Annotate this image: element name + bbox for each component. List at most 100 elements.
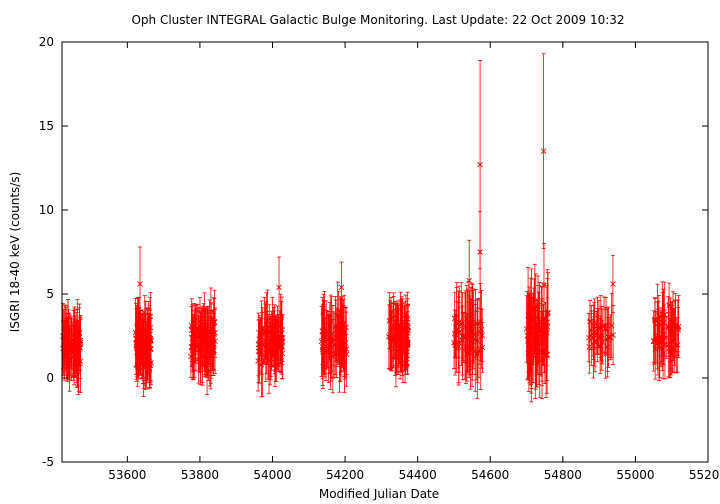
data-point: [464, 315, 470, 322]
data-point: [212, 338, 218, 345]
data-point: [456, 339, 462, 346]
x-tick-label: 54800: [544, 468, 582, 482]
data-point: [201, 339, 208, 345]
data-point: [464, 350, 470, 357]
data-point: [659, 337, 666, 344]
x-tick-label: 54000: [253, 468, 291, 482]
data-point: [327, 347, 333, 354]
data-point: [404, 341, 411, 348]
data-point: [188, 327, 195, 333]
data-point: [668, 319, 675, 326]
data-point: [398, 326, 405, 333]
data-point: [257, 333, 264, 340]
data-point: [451, 315, 458, 322]
data-point: [133, 341, 140, 348]
data-point: [464, 336, 471, 342]
data-point: [335, 325, 342, 331]
data-point: [474, 320, 480, 327]
data-point: [542, 326, 549, 333]
data-point: [452, 342, 459, 348]
data-point: [334, 334, 340, 341]
data-point: [74, 326, 81, 333]
data-point: [668, 331, 675, 338]
data-point: [666, 345, 673, 351]
data-point: [268, 331, 275, 338]
data-point: [465, 321, 472, 328]
data-point: [528, 352, 535, 359]
y-tick-label: 5: [46, 287, 54, 301]
data-point: [76, 333, 83, 340]
data-point: [472, 320, 479, 327]
data-point: [525, 350, 532, 356]
data-point: [208, 352, 214, 359]
data-point: [273, 346, 280, 352]
data-point: [668, 350, 675, 357]
data-point: [142, 342, 148, 349]
data-point: [199, 353, 206, 359]
data-point: [659, 312, 666, 319]
data-point: [399, 331, 405, 338]
data-point: [326, 334, 333, 341]
data-point: [469, 328, 476, 335]
data-point: [197, 318, 203, 325]
data-point: [477, 161, 483, 168]
data-point: [140, 346, 146, 353]
data-point: [590, 335, 596, 341]
data-point: [276, 284, 282, 291]
data-point: [542, 347, 548, 354]
data-point: [606, 334, 613, 341]
data-point: [544, 310, 551, 317]
data-point: [148, 337, 154, 344]
data-point: [190, 343, 196, 349]
data-point: [321, 335, 328, 341]
data-point: [404, 323, 411, 329]
data-point: [474, 338, 481, 344]
data-point: [256, 336, 263, 343]
data-point: [535, 321, 541, 328]
data-point: [390, 324, 397, 331]
data-point: [536, 325, 543, 331]
data-point: [654, 332, 661, 339]
data-point: [392, 325, 399, 332]
data-point: [133, 331, 140, 338]
data-point: [208, 315, 214, 322]
x-tick-label: 54600: [471, 468, 509, 482]
data-point: [388, 344, 394, 351]
data-point: [478, 326, 485, 333]
x-tick-label: 55000: [616, 468, 654, 482]
data-point: [610, 281, 616, 287]
data-point: [142, 332, 148, 339]
data-point: [666, 302, 672, 308]
data-point: [393, 354, 399, 360]
data-point: [675, 324, 681, 331]
data-point: [72, 344, 78, 351]
data-point: [527, 333, 533, 339]
data-point: [328, 344, 335, 350]
data-point: [538, 340, 544, 347]
data-point: [278, 344, 284, 351]
data-point: [146, 360, 153, 367]
data-point: [455, 320, 462, 327]
data-point: [70, 349, 77, 356]
data-point: [193, 325, 200, 331]
data-point: [271, 336, 278, 342]
data-point: [528, 305, 535, 312]
data-point: [258, 330, 265, 336]
data-point: [526, 331, 533, 337]
data-point: [469, 313, 475, 320]
data-point: [255, 341, 262, 348]
data-point: [264, 318, 271, 325]
data-point: [328, 330, 335, 337]
data-point: [393, 320, 400, 326]
data-point: [65, 321, 71, 328]
data-point: [586, 343, 593, 350]
data-point: [587, 318, 593, 325]
data-point: [660, 350, 666, 357]
data-point: [660, 319, 667, 326]
data-point: [259, 359, 266, 366]
data-point: [70, 347, 77, 354]
data-point: [343, 324, 349, 331]
data-point: [466, 330, 473, 336]
data-point: [264, 332, 271, 339]
